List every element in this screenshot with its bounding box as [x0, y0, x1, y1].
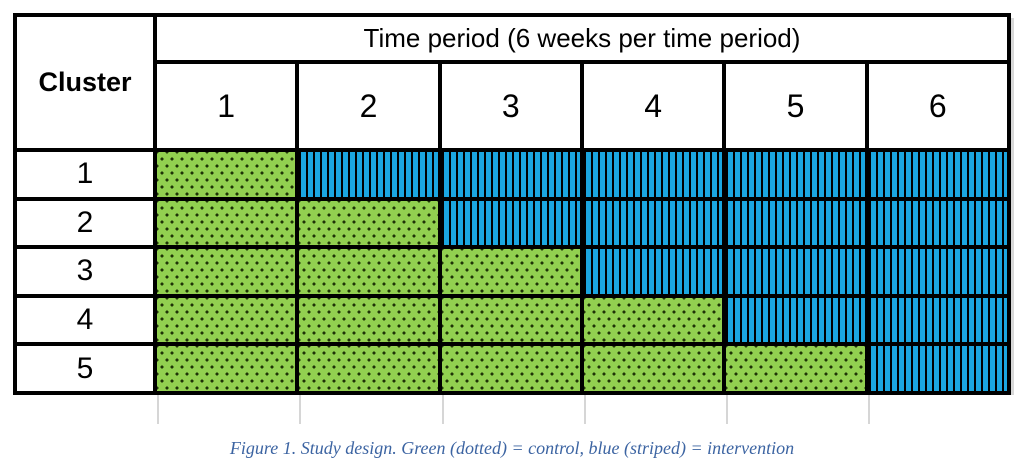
cluster-row-label: 1: [17, 152, 153, 197]
gridline-tick: [868, 395, 870, 424]
gridline-tick: [299, 395, 301, 424]
design-cell: [726, 200, 865, 246]
design-cell: [441, 346, 580, 391]
design-cell: [441, 200, 580, 246]
cluster-column-header: Cluster: [17, 17, 153, 148]
design-cell: [583, 346, 723, 391]
design-cell: [868, 249, 1007, 294]
design-cell: [157, 152, 296, 197]
design-cell: [726, 346, 865, 391]
design-cell: [726, 297, 865, 343]
design-cell: [868, 346, 1007, 391]
design-cell: [868, 200, 1007, 246]
period-header-1: 1: [157, 64, 296, 148]
design-cell: [299, 200, 438, 246]
gridline-tick: [442, 395, 444, 424]
period-header-2: 2: [299, 64, 438, 148]
design-cell: [441, 152, 580, 197]
design-cell: [441, 297, 580, 343]
cluster-row-label: 4: [17, 297, 153, 343]
gridline-tick: [726, 395, 728, 424]
gridline-tick: [157, 395, 159, 424]
design-cell: [583, 200, 723, 246]
period-header-3: 3: [441, 64, 580, 148]
design-cell: [726, 249, 865, 294]
design-cell: [583, 152, 723, 197]
design-cell: [299, 297, 438, 343]
cluster-row-label: 2: [17, 200, 153, 246]
cluster-row-label: 3: [17, 249, 153, 294]
cluster-row-label: 5: [17, 346, 153, 391]
figure-caption: Figure 1. Study design. Green (dotted) =…: [229, 438, 795, 458]
design-cell: [157, 346, 296, 391]
study-design-table: Cluster Time period (6 weeks per time pe…: [13, 13, 1011, 395]
design-cell: [299, 249, 438, 294]
design-cell: [726, 152, 865, 197]
design-cell: [299, 346, 438, 391]
table-edge-shadow: [1011, 18, 1014, 395]
design-cell: [583, 297, 723, 343]
design-cell: [157, 249, 296, 294]
gridline-tick: [584, 395, 586, 424]
design-cell: [157, 200, 296, 246]
design-cell: [441, 249, 580, 294]
design-cell: [868, 152, 1007, 197]
design-cell: [157, 297, 296, 343]
period-header-4: 4: [583, 64, 723, 148]
period-header-5: 5: [726, 64, 865, 148]
design-cell: [583, 249, 723, 294]
design-cell: [299, 152, 438, 197]
time-period-header: Time period (6 weeks per time period): [157, 17, 1007, 60]
design-cell: [868, 297, 1007, 343]
period-header-6: 6: [868, 64, 1007, 148]
